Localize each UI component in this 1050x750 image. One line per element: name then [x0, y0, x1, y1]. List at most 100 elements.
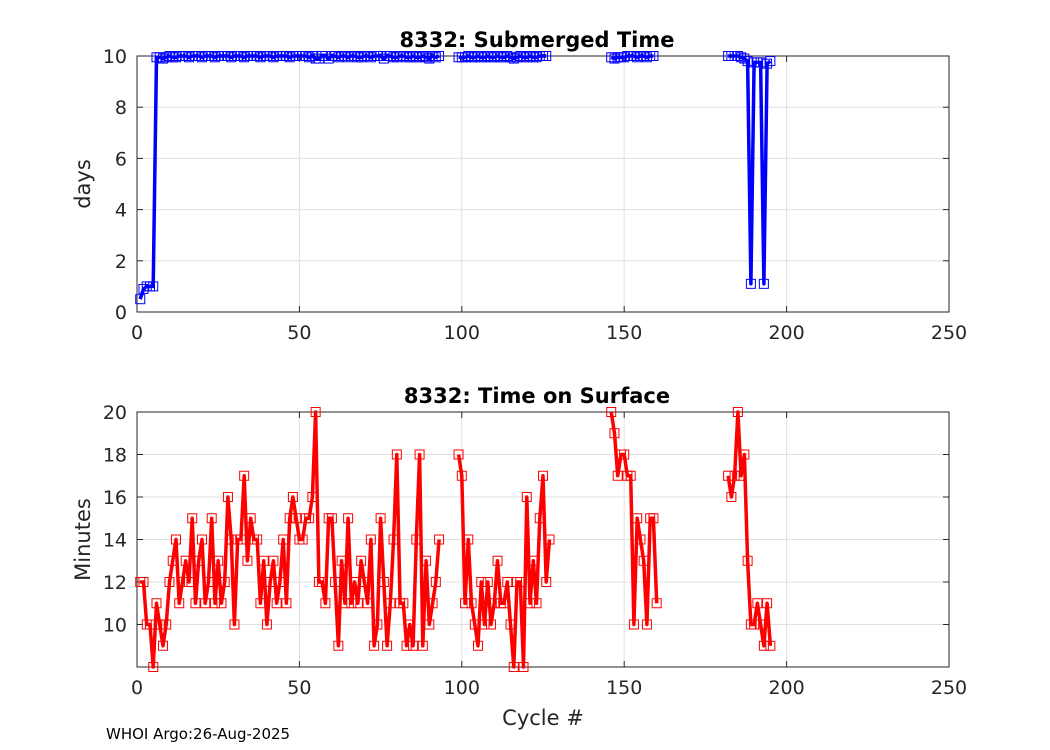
- data-point-marker: [307, 51, 318, 61]
- chart-title: 8332: Submerged Time: [399, 28, 674, 52]
- data-point-marker: [726, 492, 737, 502]
- data-point-marker: [333, 640, 344, 651]
- data-point-marker: [161, 52, 172, 63]
- data-point-marker: [271, 598, 282, 609]
- data-point-marker: [388, 534, 399, 545]
- data-point-marker: [515, 577, 526, 587]
- data-point-marker: [222, 492, 233, 502]
- x-tick-label: 200: [768, 677, 804, 699]
- data-point-marker: [525, 598, 536, 609]
- data-point-marker: [638, 555, 649, 566]
- data-point-marker: [745, 278, 756, 289]
- data-point-marker: [239, 470, 250, 481]
- data-point-marker: [200, 598, 211, 609]
- data-point-marker: [180, 555, 191, 566]
- y-tick-label: 4: [115, 200, 127, 222]
- data-point-marker: [213, 555, 224, 566]
- x-tick-label: 50: [287, 677, 311, 699]
- data-point-marker: [278, 534, 289, 545]
- data-point-marker: [525, 51, 536, 61]
- data-point-marker: [492, 555, 503, 566]
- data-point-marker: [255, 52, 266, 63]
- chart-title: 8332: Time on Surface: [404, 384, 670, 408]
- data-point-marker: [268, 555, 279, 566]
- data-point-marker: [323, 53, 334, 64]
- data-point-marker: [414, 52, 425, 63]
- data-point-marker: [473, 51, 484, 61]
- data-point-marker: [365, 534, 376, 545]
- chart-2: 0 50 100 150 200 250 10 12 14 16 18 20 8332: Time on…: [71, 384, 967, 730]
- data-point-marker: [291, 513, 302, 524]
- data-point-marker: [404, 52, 415, 63]
- data-point-marker: [183, 52, 194, 63]
- data-point-marker: [307, 492, 318, 502]
- y-tick-label: 12: [103, 572, 127, 594]
- data-point-marker: [164, 577, 175, 587]
- data-point-marker: [274, 577, 285, 587]
- data-point-marker: [219, 577, 230, 587]
- data-point-marker: [482, 577, 493, 587]
- data-point-marker: [424, 53, 435, 64]
- data-point-marker: [398, 51, 409, 61]
- data-point-marker: [541, 577, 552, 587]
- data-point-marker: [180, 51, 191, 61]
- series-line-segment: [456, 454, 552, 669]
- data-point-marker: [427, 51, 438, 61]
- data-point-marker: [177, 577, 188, 587]
- data-point-marker: [492, 51, 503, 61]
- data-point-marker: [732, 51, 743, 61]
- data-point-marker: [531, 52, 542, 63]
- x-tick-label: 100: [444, 677, 480, 699]
- data-point-marker: [434, 51, 445, 61]
- data-point-marker: [284, 52, 295, 63]
- data-point-marker: [356, 555, 367, 566]
- data-point-marker: [320, 598, 331, 609]
- data-point-marker: [434, 534, 445, 545]
- data-point-marker: [651, 598, 662, 609]
- data-point-marker: [138, 283, 149, 294]
- data-point-marker: [531, 598, 542, 609]
- data-point-marker: [148, 662, 159, 672]
- data-point-marker: [375, 51, 386, 61]
- data-point-marker: [297, 534, 308, 545]
- data-point-marker: [167, 555, 178, 566]
- data-point-marker: [606, 407, 617, 417]
- data-point-marker: [736, 52, 747, 63]
- data-point-marker: [135, 294, 146, 305]
- data-point-marker: [729, 470, 740, 481]
- data-point-marker: [479, 619, 490, 630]
- x-tick-label: 50: [287, 322, 311, 344]
- data-point-marker: [385, 598, 396, 609]
- data-point-marker: [336, 555, 347, 566]
- data-point-marker: [421, 52, 432, 63]
- data-point-marker: [404, 619, 415, 630]
- data-point-marker: [193, 51, 204, 61]
- plot-area-frame: [136, 55, 950, 313]
- x-axis-label: Cycle #: [502, 706, 584, 730]
- data-point-marker: [742, 555, 753, 566]
- data-point-marker: [339, 598, 350, 609]
- data-point-marker: [378, 577, 389, 587]
- data-point-marker: [284, 513, 295, 524]
- data-point-marker: [339, 51, 350, 61]
- data-point-marker: [281, 598, 292, 609]
- data-point-marker: [476, 577, 487, 587]
- data-point-marker: [609, 53, 620, 64]
- data-point-marker: [463, 51, 474, 61]
- data-point-marker: [417, 640, 428, 651]
- data-point-marker: [369, 640, 380, 651]
- data-point-marker: [505, 52, 516, 63]
- data-point-marker: [414, 449, 425, 460]
- data-point-marker: [378, 53, 389, 64]
- data-point-marker: [382, 640, 393, 651]
- data-point-marker: [313, 53, 324, 64]
- data-point-marker: [346, 598, 357, 609]
- y-tick-label: 16: [103, 487, 127, 509]
- y-tick-label: 10: [103, 46, 127, 68]
- data-point-marker: [148, 281, 159, 292]
- data-point-marker: [304, 52, 315, 63]
- data-point-marker: [174, 598, 185, 609]
- data-point-marker: [154, 52, 165, 63]
- data-point-marker: [170, 52, 181, 63]
- data-point-marker: [762, 598, 773, 609]
